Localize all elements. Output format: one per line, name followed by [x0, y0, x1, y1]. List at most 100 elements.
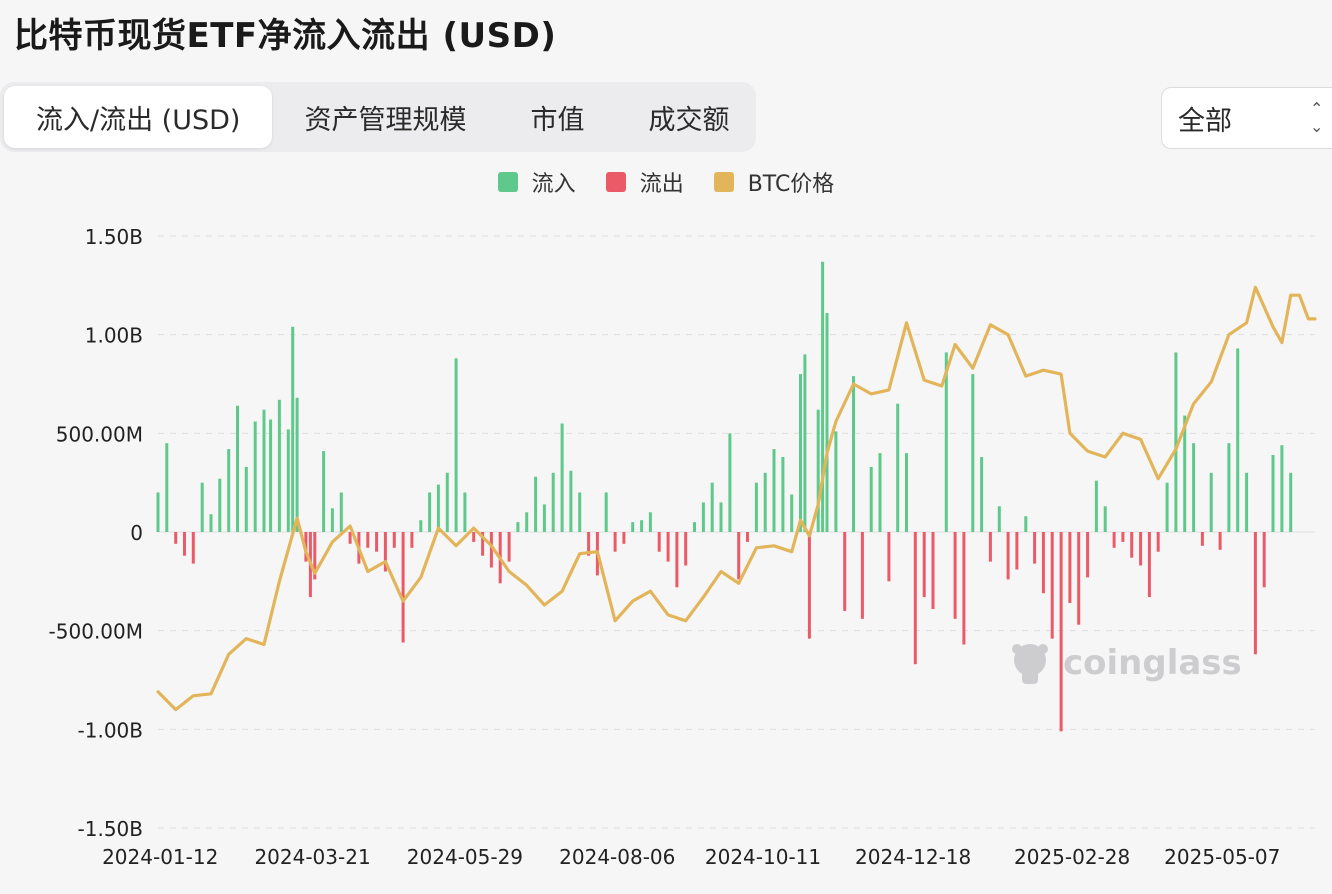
flow-bar[interactable]	[183, 532, 186, 556]
flow-bar[interactable]	[772, 449, 776, 532]
flow-bar[interactable]	[763, 472, 767, 532]
flow-bar[interactable]	[1112, 532, 1116, 548]
flow-bar[interactable]	[472, 532, 476, 542]
flow-bar[interactable]	[587, 532, 591, 556]
btc-price-line[interactable]	[156, 285, 1317, 712]
flow-bar[interactable]	[988, 532, 992, 562]
flow-bar[interactable]	[905, 453, 908, 532]
flow-bar[interactable]	[569, 470, 573, 532]
flow-bar[interactable]	[675, 532, 679, 588]
flow-bar[interactable]	[1156, 532, 1160, 552]
flow-bar[interactable]	[1174, 352, 1178, 532]
flow-bar[interactable]	[560, 423, 564, 533]
flow-bar[interactable]	[419, 520, 423, 532]
flow-bar[interactable]	[463, 492, 467, 533]
flow-bar[interactable]	[1271, 455, 1275, 532]
flow-bar[interactable]	[428, 492, 432, 533]
flow-bar[interactable]	[710, 482, 714, 532]
flow-bar[interactable]	[1236, 348, 1240, 533]
flow-bar[interactable]	[1041, 532, 1045, 594]
flow-bar[interactable]	[997, 506, 1001, 532]
flow-bar[interactable]	[445, 472, 449, 532]
flow-bar[interactable]	[701, 502, 705, 532]
tab-aum[interactable]: 资产管理规模	[304, 104, 467, 136]
flow-bar[interactable]	[860, 532, 864, 619]
range-select[interactable]: 全部 ⌃ ⌄	[1161, 87, 1332, 149]
flow-bar[interactable]	[971, 374, 975, 532]
flow-bar[interactable]	[286, 429, 290, 532]
flow-bar[interactable]	[191, 532, 195, 564]
flow-bar[interactable]	[174, 532, 178, 544]
flow-bar[interactable]	[244, 466, 248, 532]
flow-bar[interactable]	[944, 352, 948, 532]
flow-bar[interactable]	[269, 419, 273, 533]
flow-bar[interactable]	[1033, 532, 1037, 564]
flow-bar[interactable]	[489, 532, 493, 568]
flow-bar[interactable]	[737, 532, 741, 580]
legend-item-outflow[interactable]: 流出	[605, 166, 684, 198]
flow-bar[interactable]	[322, 451, 326, 532]
tab-volume[interactable]: 成交额	[648, 104, 730, 136]
flow-bar[interactable]	[1077, 532, 1081, 625]
flow-bar[interactable]	[1050, 532, 1054, 639]
flow-bar[interactable]	[807, 532, 811, 639]
flow-bar[interactable]	[719, 502, 723, 532]
flow-bar[interactable]	[1165, 482, 1169, 532]
flow-bar[interactable]	[834, 431, 838, 532]
flow-bar[interactable]	[622, 532, 626, 544]
flow-bar[interactable]	[578, 492, 582, 533]
flow-bar[interactable]	[436, 484, 440, 532]
flow-bar[interactable]	[913, 532, 917, 665]
flow-bar[interactable]	[666, 532, 670, 562]
flow-bar[interactable]	[1139, 532, 1143, 566]
flow-bar[interactable]	[209, 514, 213, 532]
flow-bar[interactable]	[1024, 516, 1028, 532]
flow-bar[interactable]	[684, 532, 688, 566]
tab-market-cap[interactable]: 市值	[530, 104, 585, 136]
flow-bar[interactable]	[1209, 472, 1213, 532]
flow-bar[interactable]	[631, 522, 635, 532]
flow-bar[interactable]	[1121, 532, 1125, 542]
flow-bar[interactable]	[1130, 532, 1134, 558]
flow-bar[interactable]	[1086, 532, 1090, 578]
flow-bar[interactable]	[1147, 532, 1151, 598]
flow-bar[interactable]	[754, 482, 758, 532]
flow-bar[interactable]	[953, 532, 957, 619]
flow-bar[interactable]	[542, 504, 546, 532]
flow-bar[interactable]	[613, 532, 617, 552]
legend-item-btc-price[interactable]: BTC价格	[713, 166, 834, 198]
flow-bar[interactable]	[887, 532, 891, 582]
flow-bar[interactable]	[551, 472, 555, 532]
flow-bar[interactable]	[525, 512, 529, 532]
flow-bar[interactable]	[1280, 445, 1284, 532]
flow-bar[interactable]	[878, 453, 882, 532]
flow-bar[interactable]	[218, 478, 222, 532]
flow-bar[interactable]	[1006, 532, 1010, 580]
flow-bar[interactable]	[843, 532, 847, 611]
flow-bar[interactable]	[262, 409, 266, 532]
flow-bar[interactable]	[790, 494, 794, 533]
flow-bar[interactable]	[253, 421, 257, 533]
flow-bar[interactable]	[348, 532, 352, 544]
flow-bar[interactable]	[1245, 472, 1249, 532]
flow-bar[interactable]	[781, 457, 785, 532]
legend-item-inflow[interactable]: 流入	[497, 166, 576, 198]
flow-bar[interactable]	[1200, 532, 1204, 546]
flow-bar[interactable]	[816, 409, 820, 532]
flow-bar[interactable]	[1218, 532, 1222, 550]
flow-bar[interactable]	[534, 476, 538, 532]
flow-bar[interactable]	[295, 397, 299, 532]
flow-bar[interactable]	[401, 532, 405, 643]
flow-bar[interactable]	[962, 532, 966, 645]
flow-bar[interactable]	[657, 532, 661, 552]
flow-bar[interactable]	[1253, 532, 1257, 655]
flow-bar[interactable]	[821, 261, 825, 532]
flow-bar[interactable]	[1183, 415, 1187, 532]
flow-bar[interactable]	[803, 354, 807, 532]
flow-bar[interactable]	[313, 532, 317, 580]
flow-bar[interactable]	[291, 326, 295, 532]
flow-bar[interactable]	[375, 532, 379, 552]
flow-bar[interactable]	[1094, 480, 1098, 532]
flow-bar[interactable]	[156, 492, 160, 533]
flow-bar[interactable]	[1262, 532, 1266, 588]
